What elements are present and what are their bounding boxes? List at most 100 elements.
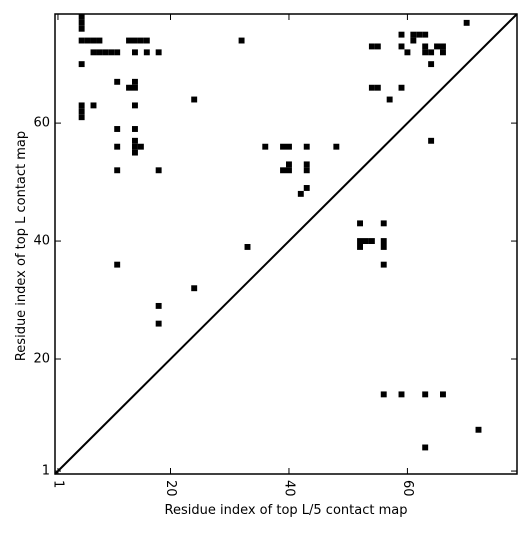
contact-point xyxy=(303,167,310,174)
x-axis-label: Residue index of top L/5 contact map xyxy=(165,503,408,518)
contact-point xyxy=(398,43,405,50)
diagonal-line xyxy=(54,13,518,475)
contact-point xyxy=(96,49,103,56)
contact-point xyxy=(368,43,375,50)
contact-point xyxy=(463,19,470,26)
contact-point xyxy=(78,102,85,109)
x-tick-label: 20 xyxy=(163,480,178,497)
contact-point xyxy=(398,84,405,91)
contact-point xyxy=(137,37,144,44)
contact-point xyxy=(132,137,138,144)
contact-point xyxy=(132,37,138,44)
y-tick-label: 60 xyxy=(33,116,50,131)
contact-point xyxy=(303,161,310,168)
contact-point xyxy=(126,84,132,91)
contact-point xyxy=(422,31,429,38)
contact-point xyxy=(244,244,251,250)
contact-point xyxy=(374,43,381,50)
y-axis-label: Residue index of top L contact map xyxy=(14,131,29,361)
contact-point xyxy=(114,261,121,268)
contact-point xyxy=(78,108,85,115)
contact-point xyxy=(422,49,429,56)
y-tick-label: 40 xyxy=(33,234,50,249)
contact-point xyxy=(155,49,162,56)
contact-point xyxy=(422,391,429,398)
contact-point xyxy=(440,391,446,398)
contact-point xyxy=(132,84,138,91)
contact-point xyxy=(422,43,429,50)
contact-point xyxy=(380,238,387,244)
contact-point xyxy=(155,302,162,309)
contact-point xyxy=(102,49,109,56)
contact-point xyxy=(286,143,292,150)
contact-point xyxy=(380,220,387,227)
contact-point xyxy=(78,114,85,121)
contact-point xyxy=(440,49,446,56)
contact-point xyxy=(333,143,340,150)
contact-point xyxy=(114,49,121,56)
contact-point xyxy=(368,238,375,244)
y-tick-label: 1 xyxy=(42,464,50,479)
contact-point xyxy=(374,84,381,91)
contact-point xyxy=(368,84,375,91)
contact-point xyxy=(286,161,292,168)
contact-point xyxy=(114,143,121,150)
contact-point xyxy=(78,61,85,68)
contact-point xyxy=(84,37,91,44)
y-tick-label: 20 xyxy=(33,352,50,367)
contact-point xyxy=(404,49,411,56)
contact-point xyxy=(90,49,97,56)
x-tick-label: 1 xyxy=(50,480,65,488)
contact-point xyxy=(78,19,85,26)
contact-point xyxy=(410,31,417,38)
contact-point xyxy=(422,444,429,451)
contact-point xyxy=(90,37,97,44)
contact-point xyxy=(108,49,115,56)
contact-point xyxy=(280,167,286,174)
contact-point xyxy=(191,285,198,292)
x-tick-label: 40 xyxy=(281,480,296,497)
contact-point xyxy=(132,49,138,56)
contact-point xyxy=(132,143,138,150)
contact-point xyxy=(398,31,405,38)
contact-point xyxy=(416,31,423,38)
contact-point xyxy=(357,244,363,250)
contact-point xyxy=(132,78,138,85)
contact-point xyxy=(155,320,162,327)
contact-point xyxy=(286,167,292,174)
contact-point xyxy=(114,126,121,132)
contact-point xyxy=(363,238,369,244)
contact-point xyxy=(114,167,121,174)
x-tick-label: 60 xyxy=(400,480,415,497)
contact-point xyxy=(262,143,269,150)
contact-point xyxy=(428,61,435,68)
contact-point xyxy=(78,14,85,20)
contact-point xyxy=(410,37,417,44)
contact-point xyxy=(96,37,103,44)
plot-frame xyxy=(54,13,518,475)
contact-point xyxy=(428,137,435,144)
contact-point xyxy=(297,190,304,197)
contact-point xyxy=(132,149,138,156)
contact-point xyxy=(398,391,405,398)
contact-point xyxy=(303,185,310,191)
contact-point xyxy=(238,37,245,44)
contact-point xyxy=(155,167,162,174)
contact-point xyxy=(428,49,435,56)
contact-point xyxy=(78,25,85,32)
contact-point xyxy=(357,220,363,227)
contact-point xyxy=(126,37,132,44)
contact-point xyxy=(357,238,363,244)
contact-point xyxy=(132,126,138,132)
contact-point xyxy=(191,96,198,103)
contact-point xyxy=(137,143,144,150)
contact-point xyxy=(380,244,387,250)
contact-point xyxy=(303,143,310,150)
contact-point xyxy=(386,96,393,103)
contact-point xyxy=(380,261,387,268)
contact-point xyxy=(132,102,138,109)
contact-point xyxy=(114,78,121,85)
contact-point xyxy=(143,37,150,44)
contact-point xyxy=(434,43,440,50)
